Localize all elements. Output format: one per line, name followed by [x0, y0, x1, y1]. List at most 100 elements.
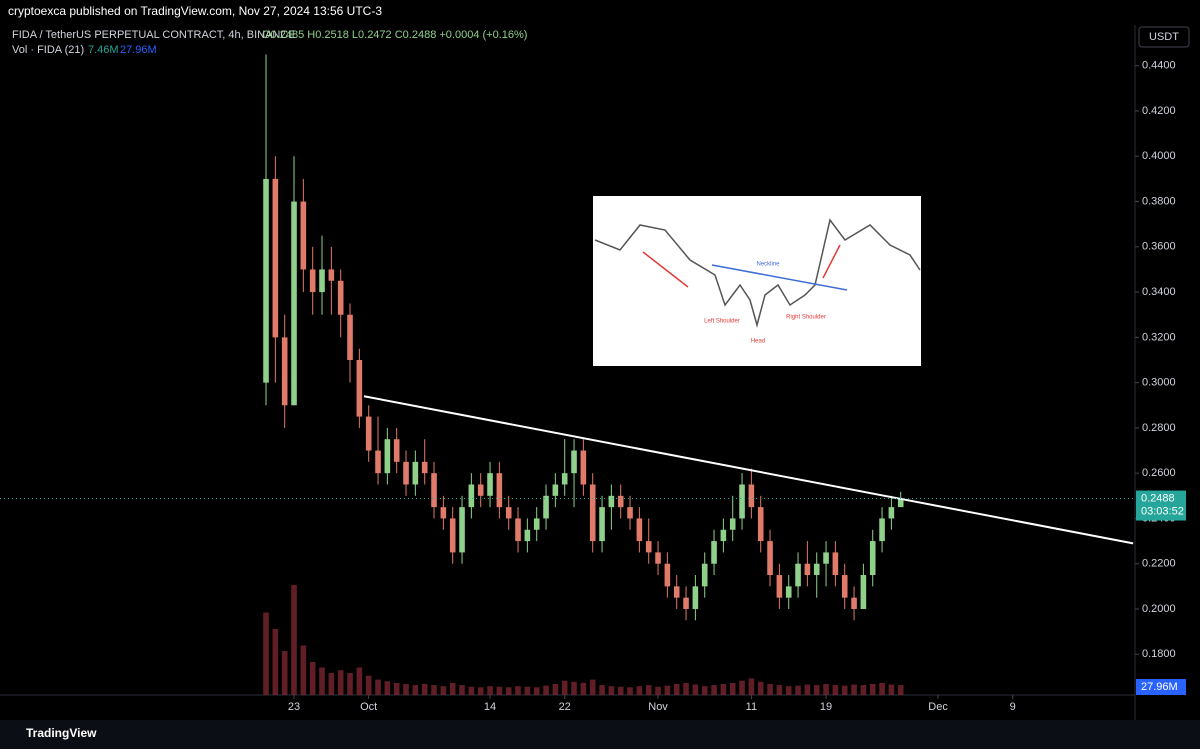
y-tick-label: 0.3400 [1142, 286, 1176, 298]
y-tick-label: 0.2200 [1142, 558, 1176, 570]
x-tick-label: 14 [484, 701, 496, 713]
volume-bar [412, 685, 419, 695]
candle-body [505, 507, 512, 519]
volume-bar [524, 686, 531, 695]
candle-body [580, 450, 587, 485]
volume-bar [599, 685, 605, 695]
volume-bar [683, 682, 689, 695]
volume-bar [692, 684, 699, 695]
volume-bar [561, 680, 568, 695]
publisher: cryptoexca published on TradingView.com,… [8, 4, 382, 18]
candle-body [860, 575, 867, 609]
x-tick-label: 9 [1010, 701, 1016, 713]
volume-bar [655, 686, 661, 695]
candle-body [813, 563, 820, 576]
candle-body [645, 541, 652, 553]
candle-body [524, 529, 531, 542]
volume-bar [851, 684, 857, 695]
volume-bar [337, 670, 344, 695]
volume-bar [263, 612, 269, 695]
candle-body [729, 518, 736, 530]
candle-body [841, 575, 848, 598]
candle-body [477, 484, 484, 496]
candle-body [673, 586, 680, 598]
y-tick-label: 0.4000 [1142, 150, 1176, 162]
volume-bar [664, 685, 671, 695]
candle-body [701, 563, 708, 587]
volume-bar [272, 629, 279, 695]
candle-body [337, 280, 344, 315]
volume-bar [375, 679, 381, 695]
volume-bar [281, 651, 288, 695]
volume-bar [552, 684, 559, 695]
volume-bar [757, 681, 764, 695]
volume-bar [468, 686, 475, 695]
candle-body [375, 450, 381, 474]
inset-left-shoulder: Left Shoulder [704, 319, 740, 325]
volume-bar [487, 686, 493, 695]
volume-bar [701, 686, 708, 695]
candle-body [617, 495, 624, 508]
candle-body [571, 450, 577, 474]
candle-body [627, 507, 633, 519]
candle-body [795, 563, 801, 587]
candle-body [449, 518, 456, 553]
volume-bar [673, 684, 680, 695]
candle-body [272, 178, 279, 338]
volume-bar [365, 675, 372, 695]
candle-body [300, 201, 307, 270]
volume-bar [879, 682, 885, 695]
candle-body [776, 575, 783, 598]
currency[interactable]: USDT [1149, 31, 1179, 43]
volume-bar [804, 684, 811, 695]
volume-bar [319, 667, 325, 695]
inset-neckline [711, 264, 848, 291]
candle-body [711, 541, 717, 564]
candle-body [823, 552, 829, 564]
currency-box[interactable] [1138, 26, 1190, 48]
y-tick-label: 0.2600 [1142, 467, 1176, 479]
y-tick-label: 0.3000 [1142, 377, 1176, 389]
y-tick-label: 0.4200 [1142, 105, 1176, 117]
candle-body [356, 360, 363, 417]
candle-body [879, 518, 885, 542]
volume-ma-box [1136, 679, 1186, 695]
candle-body [767, 541, 773, 576]
volume-bar [356, 667, 363, 695]
last-price-label: 0.2488 [1141, 492, 1175, 504]
inset-head: Head [751, 339, 765, 345]
y-tick-label: 0.4400 [1142, 60, 1176, 72]
inset-arrow-up [822, 244, 841, 279]
x-tick-label: 19 [820, 701, 832, 713]
volume-bar [627, 687, 633, 695]
ohlc: O0.2485 H0.2518 L0.2472 C0.2488 +0.0004 … [262, 29, 527, 41]
candle-body [720, 529, 727, 542]
volume-bar [533, 687, 540, 695]
volume-bar [505, 687, 512, 695]
volume-bar [459, 685, 465, 695]
footer [0, 720, 1200, 749]
candle-body [608, 495, 615, 508]
candle-body [851, 597, 857, 609]
volume-bar [729, 682, 736, 695]
volume-bar [496, 686, 503, 695]
inset-price [594, 218, 921, 328]
volume-bar [720, 684, 727, 695]
candle-body [403, 461, 409, 485]
candle-body [319, 269, 325, 293]
y-tick-label: 0.1800 [1142, 648, 1176, 660]
volume-bar [860, 685, 867, 695]
volume-bar [608, 686, 615, 695]
candle-body [561, 473, 568, 485]
volume-bar [291, 585, 297, 695]
candle-body [440, 507, 447, 519]
volume-bar [309, 662, 316, 695]
volume-label: Vol · FIDA (21) [12, 44, 84, 56]
volume-bar [748, 678, 755, 695]
x-tick-label: 23 [288, 701, 300, 713]
candle-body [496, 473, 503, 508]
volume-bar [543, 685, 549, 695]
symbol: FIDA / TetherUS PERPETUAL CONTRACT, 4h, … [12, 29, 296, 41]
volume-bar [571, 681, 577, 695]
